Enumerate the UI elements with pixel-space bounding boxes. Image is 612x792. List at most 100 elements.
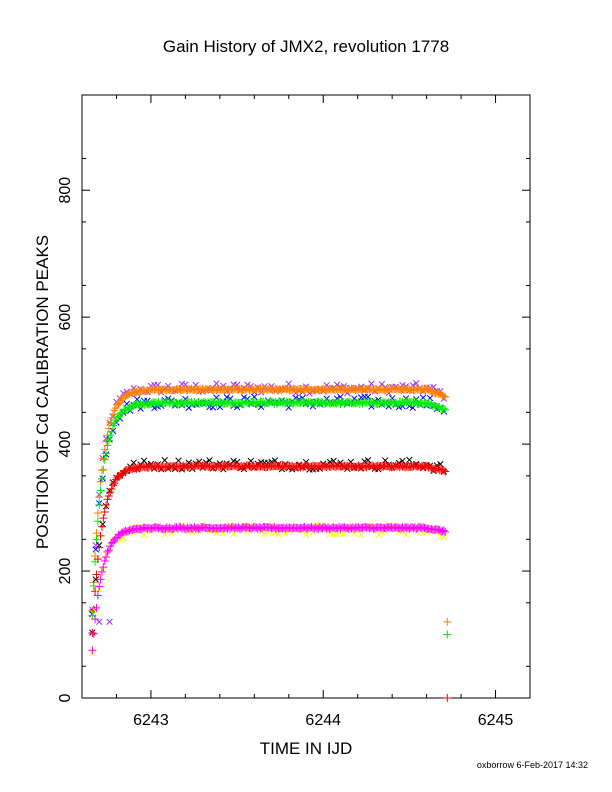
- data-point: [439, 466, 448, 475]
- data-point: [102, 552, 111, 561]
- data-point: [130, 459, 137, 466]
- data-point: [439, 526, 448, 535]
- data-point: [443, 630, 452, 639]
- data-point: [109, 410, 118, 419]
- data-point: [106, 436, 113, 443]
- data-point: [100, 556, 109, 565]
- data-point: [151, 404, 158, 412]
- data-point: [220, 530, 227, 537]
- data-point: [123, 400, 131, 408]
- y-tick-label: 400: [57, 431, 74, 458]
- data-point: [102, 449, 111, 458]
- data-point: [130, 530, 137, 537]
- data-point: [275, 530, 282, 538]
- data-point: [233, 381, 241, 389]
- data-point: [100, 445, 109, 454]
- data-point: [364, 457, 372, 464]
- x-tick-label: 6244: [305, 712, 341, 729]
- data-point: [233, 403, 241, 411]
- data-point: [93, 555, 102, 564]
- x-axis-label: TIME IN IJD: [260, 739, 353, 758]
- data-point: [109, 421, 118, 430]
- data-point: [95, 582, 104, 591]
- data-point: [402, 531, 410, 538]
- y-tick-label: 600: [57, 304, 74, 331]
- data-point: [137, 405, 144, 412]
- y-tick-label: 800: [57, 177, 74, 204]
- data-point: [91, 615, 100, 624]
- data-point: [213, 394, 220, 401]
- data-point: [161, 457, 168, 464]
- data-point: [97, 466, 106, 475]
- data-point: [107, 427, 116, 436]
- data-point: [93, 517, 102, 526]
- data-point: [268, 458, 275, 466]
- data-point: [93, 591, 102, 600]
- data-point: [102, 500, 111, 509]
- data-point: [357, 531, 365, 538]
- y-tick-label: 0: [57, 693, 74, 702]
- plot-frame: [81, 94, 531, 699]
- data-point: [103, 495, 112, 504]
- data-point: [213, 380, 220, 387]
- data-point: [92, 535, 101, 544]
- data-point: [375, 531, 382, 539]
- data-point: [282, 530, 289, 537]
- data-point: [103, 441, 112, 450]
- data-point: [104, 492, 113, 501]
- data-point: [92, 576, 99, 583]
- data-point: [100, 455, 109, 464]
- data-point: [441, 392, 450, 401]
- data-point: [385, 403, 392, 410]
- data-point: [109, 427, 117, 435]
- data-point: [97, 567, 106, 576]
- data-point: [92, 608, 99, 615]
- data-point: [95, 493, 104, 502]
- data-point: [91, 587, 100, 596]
- data-point: [96, 531, 105, 540]
- x-tick-label: 6243: [133, 712, 169, 729]
- data-point: [115, 398, 124, 407]
- data-point: [96, 618, 103, 626]
- data-point: [439, 404, 448, 413]
- data-point: [439, 392, 448, 401]
- data-point: [230, 530, 237, 538]
- data-point: [99, 520, 106, 528]
- data-point: [99, 563, 108, 572]
- axis-ticks: 0 200 400 600 800 6243 6244 6245: [57, 95, 531, 729]
- y-axis-label: POSITION OF Cd CALIBRATION PEAKS: [33, 235, 52, 549]
- data-point: [399, 457, 406, 465]
- data-point: [95, 543, 104, 552]
- data-point: [385, 389, 392, 397]
- data-point: [213, 529, 220, 537]
- plot-border: [81, 94, 531, 699]
- footer-stamp: oxborrow 6-Feb-2017 14:32: [477, 760, 588, 770]
- data-point: [351, 530, 358, 537]
- data-point: [104, 546, 113, 555]
- data-point: [406, 456, 413, 464]
- data-point: [106, 618, 113, 626]
- data-point: [233, 458, 241, 466]
- data-marks: [88, 380, 452, 702]
- data-point: [378, 529, 386, 536]
- y-tick-label: 200: [57, 558, 74, 585]
- data-point: [247, 457, 255, 465]
- data-point: [443, 617, 452, 626]
- data-point: [443, 694, 452, 702]
- data-point: [364, 393, 372, 401]
- data-point: [92, 603, 101, 612]
- data-point: [110, 419, 119, 428]
- data-point: [97, 522, 106, 531]
- data-point: [107, 484, 116, 493]
- data-point: [441, 527, 450, 536]
- data-point: [92, 570, 101, 579]
- data-point: [441, 405, 450, 414]
- data-point: [226, 395, 234, 402]
- data-point: [100, 507, 109, 516]
- data-point: [99, 465, 108, 474]
- data-point: [88, 646, 97, 655]
- data-point: [206, 457, 213, 464]
- data-point: [104, 436, 113, 445]
- data-point: [106, 431, 115, 440]
- data-point: [110, 478, 119, 487]
